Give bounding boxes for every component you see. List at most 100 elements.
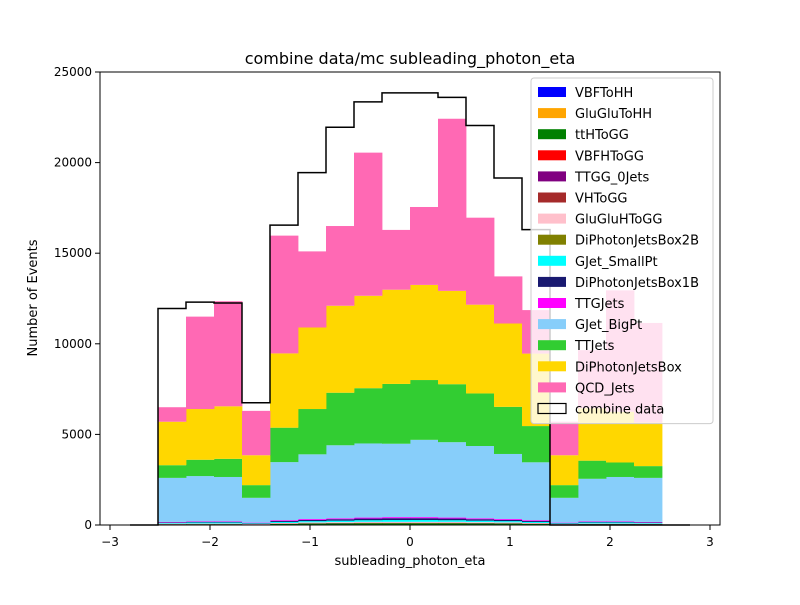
bar-qcd-jets-bin-7 — [326, 226, 354, 306]
bar-ttgjets-bin-16 — [578, 521, 606, 522]
bar-diphotonjetsbox1b-bin-12 — [466, 519, 494, 520]
x-tick-label: −1 — [301, 535, 319, 549]
bar-gjet-bigpt-bin-8 — [354, 443, 382, 517]
bar-ttjets-bin-1 — [158, 465, 186, 478]
bar-qcd-jets-bin-5 — [270, 236, 298, 354]
bar-gjet-bigpt-bin-1 — [158, 478, 186, 522]
bar-diphotonjetsbox-bin-8 — [354, 296, 382, 388]
bar-qcd-jets-bin-12 — [466, 218, 494, 305]
x-tick-label: 2 — [606, 535, 614, 549]
bar-gjet-smallpt-bin-10 — [410, 520, 438, 522]
bar-glugluhtogg-bin-6 — [298, 522, 326, 523]
x-tick-label: −2 — [201, 535, 219, 549]
bar-qcd-jets-bin-10 — [410, 207, 438, 285]
legend-swatch-gjet-smallpt — [538, 256, 566, 266]
bar-diphotonjetsbox1b-bin-8 — [354, 519, 382, 521]
bar-ttgjets-bin-7 — [326, 518, 354, 519]
bar-diphotonjetsbox-bin-9 — [382, 290, 410, 384]
legend-label-vbfhtogg: VBFHToGG — [575, 149, 644, 164]
legend-label-gluglutohh: GluGluToHH — [575, 107, 652, 122]
bar-ttjets-bin-17 — [606, 462, 634, 476]
legend-label-diphotonjetsbox: DiPhotonJetsBox — [575, 360, 682, 375]
bar-ttgjets-bin-8 — [354, 518, 382, 519]
legend-swatch-ttgjets — [538, 298, 566, 308]
bar-gjet-smallpt-bin-6 — [298, 521, 326, 522]
bar-gjet-bigpt-bin-4 — [242, 498, 270, 523]
legend-label-diphotonjetsbox1b: DiPhotonJetsBox1B — [575, 276, 699, 291]
bar-diphotonjetsbox-bin-4 — [242, 455, 270, 485]
bar-gjet-smallpt-bin-15 — [550, 523, 578, 524]
legend-swatch-gluglutohh — [538, 108, 566, 118]
bar-diphotonjetsbox-bin-15 — [550, 455, 578, 485]
bar-diphotonjetsbox-bin-11 — [438, 291, 466, 384]
bar-qcd-jets-bin-11 — [438, 119, 466, 291]
legend-label-vhtogg: VHToGG — [575, 192, 628, 207]
legend-swatch-vhtogg — [538, 193, 566, 203]
bar-diphotonjetsbox-bin-2 — [186, 409, 214, 460]
bar-ttgjets-bin-5 — [270, 520, 298, 521]
bar-ttgjets-bin-12 — [466, 518, 494, 519]
bar-gjet-bigpt-bin-16 — [578, 479, 606, 521]
legend-label-combine-data: combine data — [575, 403, 664, 418]
bar-gjet-smallpt-bin-8 — [354, 520, 382, 522]
bar-diphotonjetsbox-bin-10 — [410, 285, 438, 380]
legend: VBFToHHGluGluToHHttHToGGVBFHToGGTTGG_0Je… — [531, 78, 713, 424]
y-tick-label: 5000 — [61, 427, 92, 441]
bar-gjet-smallpt-bin-7 — [326, 521, 354, 522]
bar-gjet-bigpt-bin-12 — [466, 446, 494, 518]
bar-ttjets-bin-5 — [270, 428, 298, 462]
x-tick-label: −3 — [101, 535, 119, 549]
bar-gjet-bigpt-bin-10 — [410, 440, 438, 517]
legend-swatch-vbfhtogg — [538, 150, 566, 160]
bar-ttgjets-bin-14 — [522, 520, 550, 521]
bar-ttgjets-bin-6 — [298, 519, 326, 520]
bar-ttjets-bin-9 — [382, 384, 410, 444]
bar-diphotonjetsbox1b-bin-13 — [494, 520, 522, 521]
bar-gjet-bigpt-bin-18 — [634, 478, 662, 522]
bar-gjet-smallpt-bin-1 — [158, 523, 186, 524]
bar-gjet-bigpt-bin-13 — [494, 454, 522, 519]
bar-ttgjets-bin-13 — [494, 519, 522, 520]
legend-swatch-diphotonjetsbox — [538, 361, 566, 371]
bar-gjet-bigpt-bin-15 — [550, 498, 578, 523]
bar-gjet-smallpt-bin-17 — [606, 522, 634, 523]
bar-qcd-jets-bin-3 — [214, 301, 242, 406]
bar-qcd-jets-bin-13 — [494, 276, 522, 323]
bar-diphotonjetsbox1b-bin-11 — [438, 519, 466, 521]
bar-gjet-smallpt-bin-2 — [186, 522, 214, 523]
bar-gjet-smallpt-bin-13 — [494, 521, 522, 522]
bar-ttjets-bin-10 — [410, 380, 438, 440]
bar-ttjets-bin-7 — [326, 393, 354, 446]
bar-diphotonjetsbox-bin-1 — [158, 422, 186, 465]
bar-gjet-smallpt-bin-14 — [522, 522, 550, 523]
bar-qcd-jets-bin-1 — [158, 407, 186, 421]
bar-gjet-smallpt-bin-11 — [438, 520, 466, 522]
y-tick-label: 25000 — [54, 65, 92, 79]
bar-diphotonjetsbox1b-bin-1 — [158, 522, 186, 523]
bar-diphotonjetsbox-bin-13 — [494, 324, 522, 407]
bar-diphotonjetsbox-bin-5 — [270, 353, 298, 427]
bar-ttgjets-bin-3 — [214, 521, 242, 522]
y-tick-label: 15000 — [54, 246, 92, 260]
bar-ttgjets-bin-11 — [438, 518, 466, 519]
bar-ttjets-bin-8 — [354, 388, 382, 443]
legend-label-vbftohh: VBFToHH — [575, 86, 633, 101]
bar-ttjets-bin-18 — [634, 466, 662, 478]
bar-gjet-smallpt-bin-16 — [578, 522, 606, 523]
bar-gjet-smallpt-bin-9 — [382, 520, 410, 522]
bar-diphotonjetsbox-bin-6 — [298, 327, 326, 409]
bar-diphotonjetsbox1b-bin-16 — [578, 522, 606, 523]
bar-ttjets-bin-6 — [298, 409, 326, 454]
x-axis-label: subleading_photon_eta — [335, 554, 486, 569]
legend-label-ttjets: TTJets — [574, 339, 615, 354]
legend-swatch-diphotonjetsbox1b — [538, 277, 566, 287]
bar-diphotonjetsbox1b-bin-2 — [186, 522, 214, 523]
bar-glugluhtogg-bin-7 — [326, 522, 354, 523]
bar-glugluhtogg-bin-12 — [466, 522, 494, 523]
bar-gjet-smallpt-bin-12 — [466, 521, 494, 522]
legend-label-qcd-jets: QCD_Jets — [575, 381, 635, 396]
bar-glugluhtogg-bin-9 — [382, 522, 410, 523]
x-tick-label: 3 — [706, 535, 714, 549]
